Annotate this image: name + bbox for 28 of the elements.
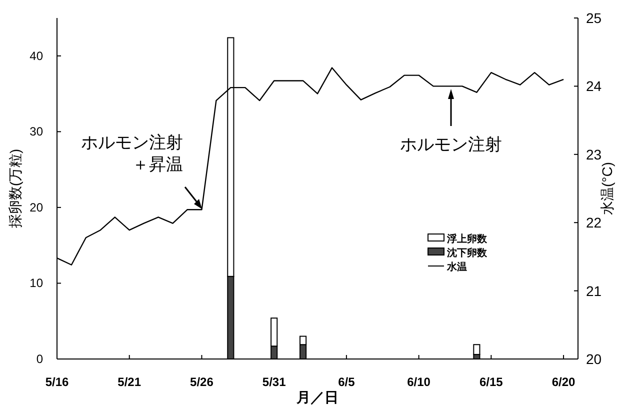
annotation: ホルモン注射 <box>81 133 183 152</box>
y-tick-label: 10 <box>30 276 44 290</box>
y2-tick-label: 23 <box>586 146 602 162</box>
legend-label: 沈下卵数 <box>446 247 488 259</box>
y-tick-label: 30 <box>30 124 44 139</box>
y2-tick-label: 24 <box>586 78 602 94</box>
annotation: ホルモン注射 <box>400 135 502 154</box>
y-tick-label: 40 <box>30 48 44 63</box>
y2-tick-label: 21 <box>586 282 602 299</box>
y-tick-label: 0 <box>36 352 44 366</box>
y2-axis-title: 水温(°C) <box>599 162 615 216</box>
x-tick-label: 5/26 <box>190 375 214 389</box>
legend-label: 浮上卵数 <box>446 233 488 245</box>
x-axis-title: 月／日 <box>296 389 338 405</box>
annotation: ＋昇温 <box>132 155 183 174</box>
x-tick-label: 6/15 <box>479 375 504 389</box>
legend-label: 水温 <box>446 261 467 273</box>
x-tick-label: 5/16 <box>45 375 69 389</box>
x-tick-label: 6/20 <box>552 375 576 389</box>
x-tick-label: 6/5 <box>338 375 356 389</box>
y-tick-label: 20 <box>30 200 44 214</box>
y2-tick-label: 25 <box>586 10 602 26</box>
y2-tick-label: 22 <box>586 214 602 231</box>
x-tick-label: 5/31 <box>262 375 286 389</box>
y2-tick-label: 20 <box>586 351 602 367</box>
x-tick-label: 6/10 <box>407 375 431 389</box>
x-tick-label: 5/21 <box>118 375 142 389</box>
y-axis-title: 採卵数(万粒) <box>7 148 23 228</box>
